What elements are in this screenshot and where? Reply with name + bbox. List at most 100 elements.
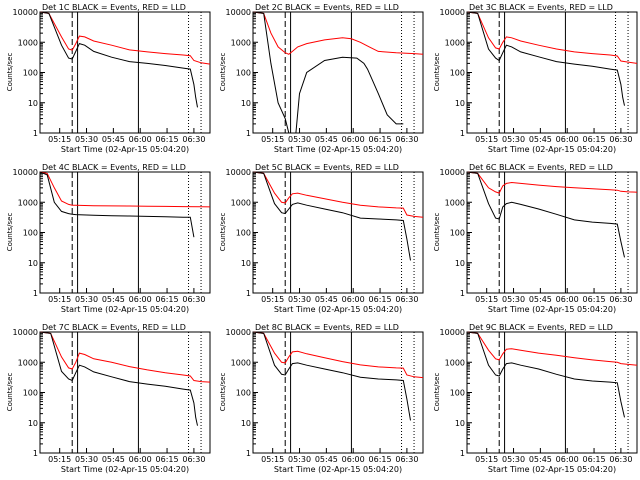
panel-det-3c: 1 10 100 1000 10000 05:15 05:30 05:45 06:00 06:1… <box>433 3 638 154</box>
x-tick-label: 06:30 <box>609 135 632 144</box>
x-axis-ticks: 05:15 05:30 05:45 06:00 06:15 06:30 <box>48 288 205 304</box>
x-axis-label: Start Time (02-Apr-15 05:04:20) <box>274 145 402 154</box>
x-tick-label: 06:15 <box>583 295 606 304</box>
panel-det-2c: 1 10 100 1000 10000 05:15 05:30 05:45 06:00 06:1… <box>219 3 424 154</box>
x-tick-label: 06:30 <box>395 455 418 464</box>
y-tick-label: 100 <box>23 69 38 78</box>
series-group <box>39 331 211 426</box>
y-tick-label: 1 <box>33 289 38 298</box>
y-tick-label: 10 <box>28 99 38 108</box>
series-lld-line <box>39 11 211 65</box>
x-tick-label: 05:30 <box>75 295 98 304</box>
x-tick-label: 05:15 <box>48 455 71 464</box>
y-axis-label: Counts/sec <box>6 373 14 412</box>
x-tick-label: 06:30 <box>395 295 418 304</box>
y-axis-label: Counts/sec <box>6 53 14 92</box>
y-tick-label: 1 <box>460 129 465 138</box>
time-markers <box>284 12 415 133</box>
series-events-line <box>252 171 411 261</box>
y-tick-label: 10000 <box>226 168 251 177</box>
x-tick-label: 05:30 <box>288 455 311 464</box>
series-group <box>252 171 424 261</box>
panel-det-8c: 1 10 100 1000 10000 05:15 05:30 05:45 06:00 06:1… <box>219 323 424 474</box>
x-tick-label: 06:00 <box>129 135 152 144</box>
y-tick-label: 10000 <box>226 328 251 337</box>
series-events-line <box>39 11 198 108</box>
x-tick-label: 05:45 <box>315 135 338 144</box>
x-tick-label: 06:30 <box>182 135 205 144</box>
x-tick-label: 06:30 <box>609 295 632 304</box>
time-markers <box>284 172 415 293</box>
series-events-line <box>252 331 411 421</box>
x-tick-label: 05:15 <box>475 295 498 304</box>
y-axis-ticks: 1 10 100 1000 10000 <box>226 168 258 298</box>
y-axis-label: Counts/sec <box>219 373 227 412</box>
y-axis-ticks: 1 10 100 1000 10000 <box>440 8 472 138</box>
x-tick-label: 06:00 <box>342 295 365 304</box>
y-tick-label: 100 <box>450 229 465 238</box>
x-tick-label: 06:00 <box>129 295 152 304</box>
y-axis-label: Counts/sec <box>6 213 14 252</box>
y-axis-label: Counts/sec <box>433 53 441 92</box>
y-tick-label: 1 <box>246 129 251 138</box>
x-axis-ticks: 05:15 05:30 05:45 06:00 06:15 06:30 <box>475 448 632 464</box>
y-tick-label: 10 <box>28 419 38 428</box>
x-tick-label: 05:30 <box>502 295 525 304</box>
series-group <box>466 331 638 418</box>
y-axis-ticks: 1 10 100 1000 10000 <box>13 168 45 298</box>
y-axis-ticks: 1 10 100 1000 10000 <box>226 328 258 458</box>
y-axis-ticks: 1 10 100 1000 10000 <box>226 8 258 138</box>
time-markers <box>71 12 202 133</box>
series-events-line <box>252 11 404 134</box>
x-tick-label: 06:30 <box>182 455 205 464</box>
x-tick-label: 06:30 <box>395 135 418 144</box>
y-tick-label: 1000 <box>231 358 251 367</box>
series-group <box>252 11 424 134</box>
y-tick-label: 10000 <box>226 8 251 17</box>
y-axis-ticks: 1 10 100 1000 10000 <box>440 328 472 458</box>
series-group <box>466 11 638 106</box>
time-markers <box>71 332 202 453</box>
x-tick-label: 06:30 <box>182 295 205 304</box>
panel-title: Det 6C BLACK = Events, RED = LLD <box>469 163 613 172</box>
x-tick-label: 06:15 <box>156 135 179 144</box>
y-tick-label: 1 <box>460 289 465 298</box>
x-axis-ticks: 05:15 05:30 05:45 06:00 06:15 06:30 <box>261 288 418 304</box>
y-tick-label: 1000 <box>445 358 465 367</box>
y-axis-label: Counts/sec <box>433 213 441 252</box>
panel-det-7c: 1 10 100 1000 10000 05:15 05:30 05:45 06:00 06:1… <box>6 323 211 474</box>
x-tick-label: 05:30 <box>288 135 311 144</box>
x-tick-label: 06:00 <box>342 455 365 464</box>
x-tick-label: 05:45 <box>529 295 552 304</box>
panel-title: Det 1C BLACK = Events, RED = LLD <box>42 3 186 12</box>
x-tick-label: 05:30 <box>288 295 311 304</box>
y-tick-label: 1000 <box>231 198 251 207</box>
y-tick-label: 10000 <box>440 168 465 177</box>
y-axis-label: Counts/sec <box>433 373 441 412</box>
series-lld-line <box>39 331 211 383</box>
x-axis-ticks: 05:15 05:30 05:45 06:00 06:15 06:30 <box>475 288 632 304</box>
x-tick-label: 05:15 <box>475 455 498 464</box>
series-lld-line <box>252 11 424 55</box>
x-tick-label: 05:45 <box>102 135 125 144</box>
x-tick-label: 05:15 <box>475 135 498 144</box>
series-group <box>39 171 211 238</box>
x-axis-ticks: 05:15 05:30 05:45 06:00 06:15 06:30 <box>48 448 205 464</box>
y-tick-label: 10 <box>241 259 251 268</box>
x-tick-label: 05:45 <box>315 295 338 304</box>
x-axis-ticks: 05:15 05:30 05:45 06:00 06:15 06:30 <box>261 128 418 144</box>
y-tick-label: 10 <box>455 419 465 428</box>
time-markers <box>498 12 629 133</box>
series-events-line <box>466 331 625 418</box>
panel-det-5c: 1 10 100 1000 10000 05:15 05:30 05:45 06:00 06:1… <box>219 163 424 314</box>
panel-det-9c: 1 10 100 1000 10000 05:15 05:30 05:45 06:00 06:1… <box>433 323 638 474</box>
x-tick-label: 05:30 <box>75 135 98 144</box>
panel-title: Det 9C BLACK = Events, RED = LLD <box>469 323 613 332</box>
y-tick-label: 1000 <box>445 38 465 47</box>
panel-det-4c: 1 10 100 1000 10000 05:15 05:30 05:45 06:00 06:1… <box>6 163 211 314</box>
y-tick-label: 10 <box>241 419 251 428</box>
time-markers <box>284 332 415 453</box>
series-events-line <box>39 171 195 238</box>
x-tick-label: 05:45 <box>102 455 125 464</box>
series-events-line <box>466 171 625 258</box>
